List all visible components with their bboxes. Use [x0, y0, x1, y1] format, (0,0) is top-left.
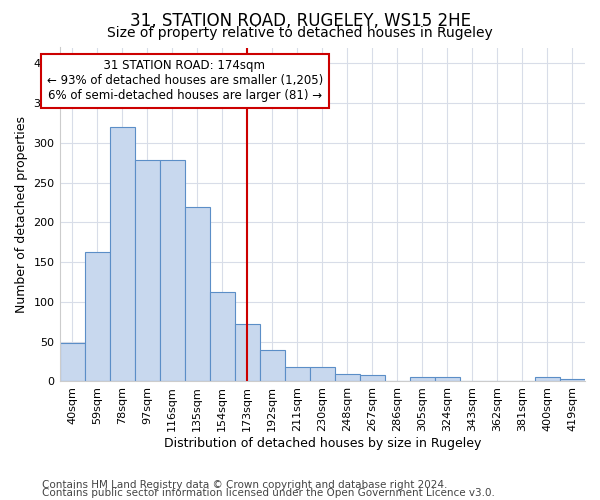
Bar — [535, 378, 560, 382]
Bar — [360, 375, 385, 382]
Y-axis label: Number of detached properties: Number of detached properties — [15, 116, 28, 313]
Text: 31 STATION ROAD: 174sqm  
← 93% of detached houses are smaller (1,205)
6% of sem: 31 STATION ROAD: 174sqm ← 93% of detache… — [47, 60, 323, 102]
Bar — [185, 206, 209, 382]
Bar — [160, 160, 185, 382]
Bar — [310, 367, 335, 382]
Bar — [134, 160, 160, 382]
Bar — [560, 379, 585, 382]
Bar — [85, 252, 110, 382]
Bar — [110, 127, 134, 382]
Bar — [209, 292, 235, 382]
X-axis label: Distribution of detached houses by size in Rugeley: Distribution of detached houses by size … — [164, 437, 481, 450]
Bar — [285, 367, 310, 382]
Bar — [260, 350, 285, 382]
Text: 31, STATION ROAD, RUGELEY, WS15 2HE: 31, STATION ROAD, RUGELEY, WS15 2HE — [130, 12, 470, 30]
Text: Contains public sector information licensed under the Open Government Licence v3: Contains public sector information licen… — [42, 488, 495, 498]
Bar — [435, 378, 460, 382]
Bar — [235, 324, 260, 382]
Text: Contains HM Land Registry data © Crown copyright and database right 2024.: Contains HM Land Registry data © Crown c… — [42, 480, 448, 490]
Text: Size of property relative to detached houses in Rugeley: Size of property relative to detached ho… — [107, 26, 493, 40]
Bar — [59, 344, 85, 382]
Bar — [335, 374, 360, 382]
Bar — [410, 378, 435, 382]
